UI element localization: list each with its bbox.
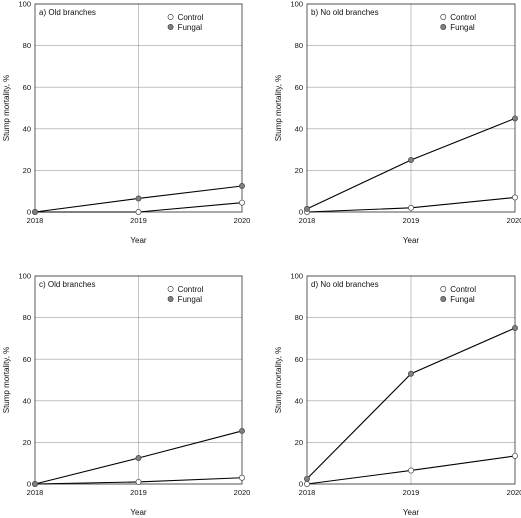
panel-2-y-axis-title: Stump mortality, %	[274, 75, 283, 142]
panel-1-legend-fungal-label: Fungal	[178, 23, 203, 32]
panel-3-y-tick-label-40: 40	[23, 396, 31, 405]
panel-3-x-tick-label-2019: 2019	[130, 488, 147, 497]
panel-1-legend-fungal-marker	[167, 24, 174, 30]
panel-4-y-tick-label-0: 0	[299, 480, 303, 489]
panel-4-series-control-point-2018	[304, 481, 310, 487]
panel-1-x-tick-label-2020: 2020	[234, 216, 251, 225]
panel-1-legend-control-label: Control	[178, 13, 204, 22]
panel-2-y-tick-label-60: 60	[295, 83, 303, 92]
panel-4-x-tick-label-2020: 2020	[507, 488, 521, 497]
panel-3-legend-fungal-marker	[167, 296, 174, 302]
panel-2-legend-fungal-label: Fungal	[450, 23, 475, 32]
panel-1-series-fungal-point-2019	[135, 195, 142, 202]
panel-3-legend-fungal-label: Fungal	[178, 295, 203, 304]
panel-3-y-tick-label-100: 100	[18, 272, 31, 281]
panel-4-legend-fungal-label: Fungal	[450, 295, 475, 304]
panel-3-x-tick-label-2020: 2020	[234, 488, 251, 497]
panel-2-x-axis-title: Year	[403, 236, 420, 245]
panel-4-series-control-point-2019	[408, 467, 414, 474]
panel-4-legend-control-marker	[440, 286, 447, 292]
panel-2-y-tick-label-0: 0	[299, 208, 303, 217]
panel-3-y-tick-label-0: 0	[27, 480, 31, 489]
panel-1-y-tick-label-80: 80	[23, 41, 31, 50]
panel-2-y-tick-label-20: 20	[295, 166, 303, 175]
panel-1-title: a) Old branches	[39, 8, 96, 17]
panel-4-x-tick-label-2018: 2018	[299, 488, 316, 497]
panel-1-series-control-point-2020	[239, 199, 245, 206]
panel-3-x-tick-label-2018: 2018	[27, 488, 44, 497]
panel-4-series-fungal-point-2020	[512, 325, 518, 331]
panel-4-chart: 0 20 40 60 80 100 2018 2019 2020 Year Stump mortal…	[274, 272, 521, 517]
panel-3-series-fungal-point-2019	[135, 455, 142, 461]
panel-4-series-fungal-point-2019	[408, 370, 414, 377]
panel-2-legend-control-label: Control	[450, 13, 476, 22]
panel-1-y-tick-label-40: 40	[23, 124, 31, 133]
panel-4-x-axis-title: Year	[403, 508, 420, 517]
panel-2-y-tick-label-80: 80	[295, 41, 303, 50]
panel-1-y-tick-label-20: 20	[23, 166, 31, 175]
panel-4-y-axis-title: Stump mortality, %	[274, 347, 283, 414]
panel-3-x-axis-title: Year	[130, 508, 147, 517]
panel-3-y-tick-label-60: 60	[23, 355, 31, 364]
panel-4-legend-control-label: Control	[450, 285, 476, 294]
panel-3-legend-control-marker	[167, 286, 174, 292]
panel-2-x-tick-label-2019: 2019	[403, 216, 420, 225]
panel-4-y-tick-label-100: 100	[290, 272, 303, 281]
panel-1-series-fungal-point-2018	[32, 209, 38, 215]
panel-1-series-fungal-point-2020	[239, 183, 245, 189]
panel-3-chart: 0 20 40 60 80 100 2018 2019 2020 Year Stump mortal…	[2, 272, 250, 517]
panel-1-y-tick-label-0: 0	[27, 208, 31, 217]
panel-1-x-axis-title: Year	[130, 236, 147, 245]
panel-2-series-control-point-2019	[408, 204, 414, 211]
panel-3-series-control-point-2020	[239, 474, 245, 481]
panel-1-legend-control-marker	[167, 14, 174, 20]
panel-2-legend-fungal-marker	[440, 24, 447, 30]
panel-3-title: c) Old branches	[39, 280, 95, 289]
panel-2-series-fungal-point-2018	[304, 205, 310, 212]
panel-2-series-fungal-point-2020	[512, 115, 518, 122]
panel-2-series-control-point-2020	[512, 194, 518, 201]
panel-2-y-tick-label-100: 100	[290, 0, 303, 9]
panel-4-series-control-point-2020	[512, 452, 518, 459]
panel-2-plot-frame	[306, 3, 516, 213]
panel-4-y-tick-label-80: 80	[295, 313, 303, 322]
panel-3-series-control-point-2019	[135, 478, 142, 485]
panel-1-chart: 0 20 40 60 80 100 2018 2019 2020 Year Stump mortal…	[2, 0, 250, 245]
panel-2-chart: 0 20 40 60 80 100 2018 2019 2020 Year Stump mortal…	[274, 0, 521, 245]
panel-1-x-tick-label-2019: 2019	[130, 216, 147, 225]
panel-1-y-tick-label-100: 100	[18, 0, 31, 9]
panel-3-series-fungal-point-2020	[239, 428, 245, 434]
panel-4-y-tick-label-40: 40	[295, 396, 303, 405]
panel-1-x-tick-label-2018: 2018	[27, 216, 44, 225]
panel-3-y-tick-label-80: 80	[23, 313, 31, 322]
panel-4-plot-frame	[306, 275, 516, 485]
panel-4-series-fungal-point-2018	[304, 475, 310, 482]
panel-3-y-axis-title: Stump mortality, %	[2, 347, 11, 414]
panel-4-legend-fungal-marker	[440, 296, 447, 302]
panel-2-x-tick-label-2020: 2020	[507, 216, 521, 225]
panel-1-y-tick-label-60: 60	[23, 83, 31, 92]
panel-4-title: d) No old branches	[311, 280, 379, 289]
panel-1-series-control-point-2019	[135, 209, 142, 215]
panel-4-y-tick-label-60: 60	[295, 355, 303, 364]
panel-2-title: b) No old branches	[311, 8, 379, 17]
panel-2-x-tick-label-2018: 2018	[299, 216, 316, 225]
panel-2-y-tick-label-40: 40	[295, 124, 303, 133]
panel-4-x-tick-label-2019: 2019	[403, 488, 420, 497]
panel-2-series-fungal-point-2019	[408, 157, 414, 163]
panel-2-legend-control-marker	[440, 14, 447, 20]
panel-3-series-fungal-point-2018	[32, 481, 38, 487]
panel-4-y-tick-label-20: 20	[295, 438, 303, 447]
panel-3-legend-control-label: Control	[178, 285, 204, 294]
panel-3-y-tick-label-20: 20	[23, 438, 31, 447]
panel-1-y-axis-title: Stump mortality, %	[2, 75, 11, 142]
